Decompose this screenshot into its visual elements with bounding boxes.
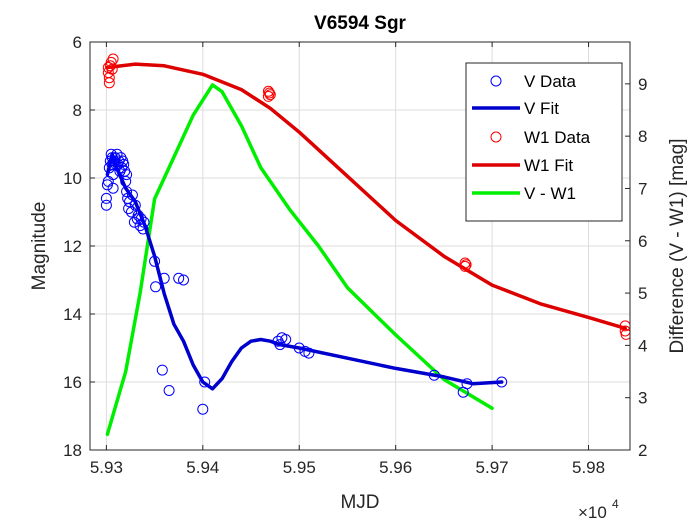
- right-y-tick-label: 5: [638, 284, 647, 303]
- w1-data-point: [459, 260, 471, 272]
- legend-w1-data-marker: [490, 131, 502, 143]
- x-tick-label: 5.93: [90, 458, 123, 477]
- legend-item-w1-fit: W1 Fit: [472, 156, 573, 175]
- v-data-point: [428, 369, 440, 381]
- left-y-tick-label: 12: [63, 237, 82, 256]
- w1-data-markers: [102, 53, 630, 340]
- right-y-tick-label: 4: [638, 336, 647, 355]
- w1-data-point: [619, 320, 630, 332]
- v-data-point: [303, 347, 315, 359]
- v-data-point: [496, 376, 508, 388]
- v-data-point: [149, 255, 161, 267]
- v-data-point: [135, 213, 147, 225]
- left-y-tick-label: 6: [73, 33, 82, 52]
- left-y-tick-label: 16: [63, 373, 82, 392]
- legend-v-data-label: V Data: [524, 72, 577, 91]
- legend: V Data V Fit W1 Data W1 Fit V - W1: [465, 62, 623, 222]
- left-y-tick-label: 10: [63, 169, 82, 188]
- v-data-point: [138, 216, 150, 228]
- plot-data: [100, 53, 630, 437]
- w1-data-point: [620, 328, 630, 340]
- x-exponent: ×10 4: [578, 497, 619, 522]
- v-data-point: [197, 403, 209, 415]
- x-exponent-base: ×10: [578, 503, 607, 522]
- legend-v-minus-w1-label: V - W1: [524, 184, 576, 203]
- legend-w1-data-label: W1 Data: [524, 128, 591, 147]
- v-data-point: [107, 169, 119, 181]
- v-data-point: [158, 272, 170, 284]
- x-exponent-power: 4: [612, 497, 619, 511]
- x-axis: 5.93 5.94 5.95 5.96 5.97 5.98: [90, 42, 605, 477]
- v-data-point: [132, 209, 144, 221]
- left-y-axis: 6 8 10 12 14 16 18: [63, 33, 95, 460]
- w1-data-point: [460, 259, 472, 271]
- v-data-point: [134, 220, 146, 232]
- w1-data-point: [107, 53, 119, 65]
- v-data-point: [293, 342, 305, 354]
- x-tick-label: 5.96: [379, 458, 412, 477]
- x-tick-label: 5.97: [476, 458, 509, 477]
- v-data-point: [199, 376, 211, 388]
- v-minus-w1-line: [105, 83, 494, 437]
- right-y-axis: 2 3 4 5 6 7 8 9: [625, 75, 647, 460]
- v-data-point: [129, 199, 141, 211]
- v-fit-line: [105, 152, 504, 391]
- left-y-axis-label: Magnitude: [29, 202, 50, 291]
- v-data-point: [126, 189, 138, 201]
- legend-item-v-data: V Data: [490, 72, 577, 91]
- right-y-tick-label: 7: [638, 179, 647, 198]
- legend-item-v-minus-w1: V - W1: [472, 184, 576, 203]
- right-y-tick-label: 6: [638, 232, 647, 251]
- v-data-point: [461, 378, 473, 390]
- right-y-axis-label: Difference (V - W1) [mag]: [667, 138, 688, 353]
- w1-data-point: [459, 257, 471, 269]
- v-data-point: [137, 223, 149, 235]
- x-axis-label: MJD: [340, 492, 379, 513]
- v-data-point: [124, 196, 135, 208]
- right-y-tick-label: 9: [638, 75, 647, 94]
- chart-title: V6594 Sgr: [314, 13, 406, 34]
- v-data-point: [121, 186, 133, 198]
- v-data-point: [156, 364, 168, 376]
- v-data-point: [178, 274, 189, 286]
- right-y-tick-label: 3: [638, 389, 647, 408]
- w1-data-point: [264, 89, 276, 101]
- x-tick-label: 5.95: [283, 458, 316, 477]
- legend-w1-fit-label: W1 Fit: [524, 156, 573, 175]
- legend-v-data-marker: [490, 75, 502, 87]
- v-data-point: [123, 203, 135, 215]
- w1-data-point: [263, 87, 275, 99]
- v-data-markers: [100, 148, 508, 415]
- v-data-point: [121, 169, 133, 181]
- v-data-point: [280, 334, 292, 345]
- v-data-point: [100, 199, 112, 211]
- w1-fit-line: [105, 62, 627, 331]
- legend-item-w1-data: W1 Data: [490, 128, 591, 147]
- v-data-point: [173, 272, 185, 284]
- legend-v-fit-label: V Fit: [524, 99, 559, 118]
- left-y-tick-label: 14: [63, 305, 82, 324]
- left-y-tick-label: 18: [63, 441, 82, 460]
- left-y-tick-label: 8: [73, 101, 82, 120]
- v-data-point: [163, 385, 175, 396]
- grid: [90, 41, 630, 451]
- v-data-point: [118, 158, 130, 170]
- v-data-point: [126, 206, 137, 218]
- v-data-point: [150, 281, 162, 293]
- right-y-tick-label: 8: [638, 127, 647, 146]
- w1-data-point: [619, 325, 630, 337]
- v-data-point: [107, 182, 119, 194]
- w1-data-point: [103, 77, 115, 89]
- right-y-tick-label: 2: [638, 441, 647, 460]
- v-data-point: [100, 192, 112, 204]
- legend-item-v-fit: V Fit: [472, 99, 559, 118]
- x-tick-label: 5.98: [572, 458, 605, 477]
- x-tick-label: 5.94: [186, 458, 219, 477]
